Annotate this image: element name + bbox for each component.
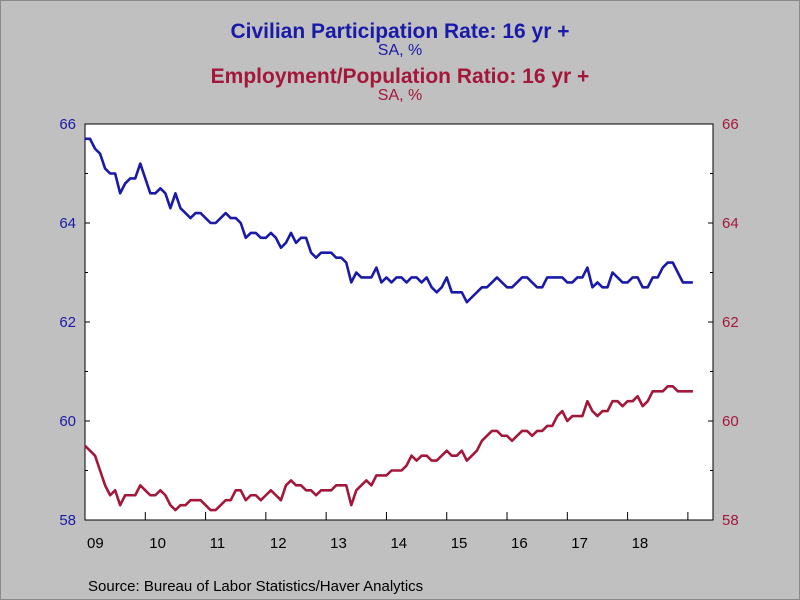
right-tick-label: 62	[722, 314, 739, 331]
left-tick-label: 62	[59, 314, 76, 331]
left-tick-label: 58	[59, 512, 76, 529]
chart-subtitle-2: SA, %	[377, 87, 423, 104]
series-line-1	[85, 137, 693, 304]
chart-subtitle-1: SA, %	[377, 42, 423, 59]
left-tick-label: 64	[59, 215, 76, 232]
left-tick-label: 60	[59, 413, 76, 430]
x-tick-label: 10	[149, 535, 166, 552]
x-tick-label: 13	[330, 535, 347, 552]
source-note: Source: Bureau of Labor Statistics/Haver…	[88, 578, 424, 595]
right-tick-label: 58	[722, 512, 739, 529]
right-tick-label: 60	[722, 413, 739, 430]
x-tick-label: 09	[87, 535, 104, 552]
plot-area	[84, 123, 714, 521]
x-tick-label: 18	[632, 535, 649, 552]
series-line-2	[84, 385, 693, 512]
left-axis: 58 60 62 64 66	[59, 116, 90, 529]
x-tick-label: 11	[210, 535, 226, 552]
right-tick-label: 64	[722, 215, 739, 232]
x-tick-label: 17	[571, 535, 588, 552]
right-tick-label: 66	[722, 116, 739, 133]
x-tick-label: 15	[451, 535, 468, 552]
x-tick-label: 16	[511, 535, 528, 552]
chart-title-1: Civilian Participation Rate: 16 yr +	[230, 20, 570, 43]
right-axis: 58 60 62 64 66	[708, 116, 739, 529]
x-tick-label: 12	[270, 535, 287, 552]
chart-title-2: Employment/Population Ratio: 16 yr +	[210, 65, 590, 88]
series-group	[84, 137, 693, 512]
left-tick-label: 66	[59, 116, 76, 133]
x-axis: 09 10 11 12 13 14 15 16 17 18	[84, 512, 689, 552]
x-tick-label: 14	[390, 535, 407, 552]
